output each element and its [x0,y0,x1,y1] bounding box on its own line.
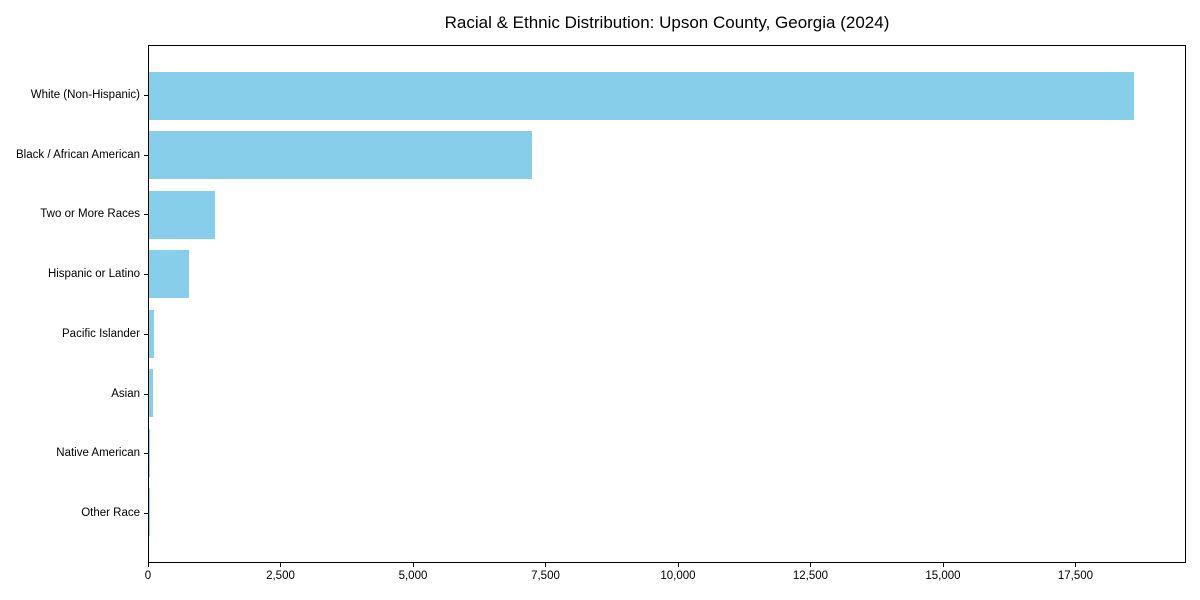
bar-row [149,364,1185,424]
bar-row [149,483,1185,543]
x-tick-mark [280,563,282,567]
bar-rows-container [149,66,1185,542]
bar-black-african-american [149,131,532,180]
x-tick-label: 2,500 [266,570,295,582]
category-label: Black / African American [16,148,140,161]
x-tick-label: 7,500 [531,570,560,582]
x-tick-label: 15,000 [925,570,961,582]
category-label: Pacific Islander [62,327,140,340]
category-label: Two or More Races [40,208,140,221]
x-tick-mark [942,563,944,567]
x-tick-mark [148,563,149,567]
bar-native-american [149,428,150,477]
category-label: Hispanic or Latino [47,268,140,281]
x-tick-mark [545,563,547,567]
plot-area [148,45,1186,563]
bar-row [149,126,1185,186]
x-tick-mark [412,563,414,567]
bar-asian [149,369,154,418]
x-tick-label: 12,500 [792,570,829,582]
bar-row [149,423,1185,483]
x-tick-mark [1075,563,1077,567]
bar-row [149,304,1185,364]
category-label: Other Race [81,507,140,520]
x-tick-mark [677,563,679,567]
bar-two-or-more-races [149,190,216,239]
category-label: Asian [111,387,140,400]
chart-title: Racial & Ethnic Distribution: Upson Coun… [444,13,890,32]
bar-row [149,66,1185,126]
bar-row [149,185,1185,245]
category-label: White (Non-Hispanic) [30,88,140,101]
bar-hispanic-or-latino [149,250,190,299]
x-tick-label: 17,500 [1057,570,1094,582]
bar-row [149,245,1185,305]
bar-pacific-islander [149,309,154,358]
x-tick-label: 0 [144,570,152,582]
x-tick-label: 10,000 [660,570,696,582]
category-label: Native American [56,447,140,460]
x-tick-label: 5,000 [398,570,428,582]
bar-white-non-hispanic [149,71,1135,120]
x-tick-mark [810,563,812,567]
